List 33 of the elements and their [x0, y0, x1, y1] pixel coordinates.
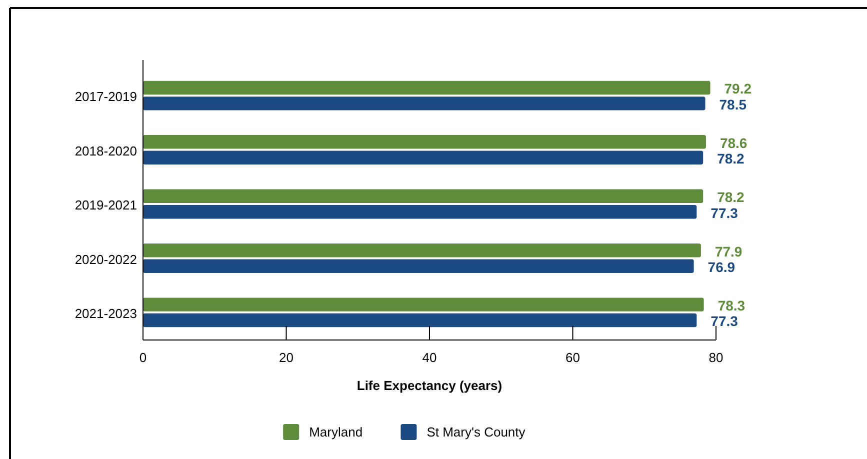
legend-label: Maryland — [309, 424, 363, 440]
y-tick-label: 2019-2021 — [74, 198, 137, 213]
legend-label: St Mary's County — [426, 424, 526, 440]
x-tick-label: 0 — [139, 350, 147, 365]
y-tick-label: 2017-2019 — [74, 89, 137, 104]
data-label: 78.5 — [719, 96, 747, 112]
x-tick-label: 60 — [566, 350, 580, 365]
bar — [143, 259, 694, 273]
bar — [143, 205, 697, 219]
x-tick-label: 80 — [708, 350, 724, 365]
bar — [143, 313, 697, 328]
bar — [143, 243, 701, 258]
y-tick-label: 2021-2023 — [74, 306, 137, 321]
data-label: 78.2 — [717, 150, 745, 167]
y-tick-label: 2020-2022 — [74, 252, 137, 267]
data-label: 77.9 — [714, 243, 742, 260]
data-label: 79.2 — [724, 80, 752, 97]
x-tick-label: 20 — [279, 350, 294, 365]
bar — [143, 298, 704, 312]
data-label: 78.6 — [720, 134, 748, 151]
bar — [143, 135, 706, 149]
x-axis-title: Life Expectancy (years) — [356, 378, 502, 393]
data-label: 78.3 — [718, 297, 746, 314]
y-tick-label: 2018-2020 — [74, 143, 137, 158]
bar — [143, 189, 704, 203]
data-label: 77.3 — [710, 313, 738, 330]
bar — [143, 80, 710, 95]
data-label: 76.9 — [708, 258, 736, 275]
x-tick-label: 40 — [422, 350, 437, 365]
data-label: 77.3 — [710, 204, 738, 221]
bar — [143, 150, 704, 165]
data-label: 78.2 — [717, 189, 745, 206]
bar — [143, 96, 706, 110]
